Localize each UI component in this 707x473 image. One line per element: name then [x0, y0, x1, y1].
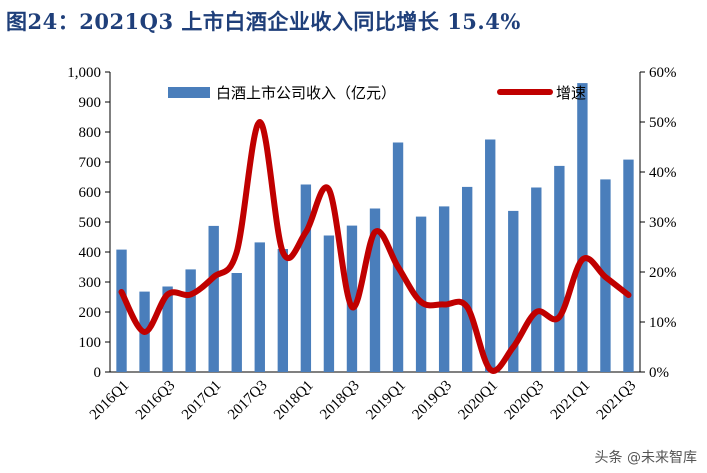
bar-2019Q2: [415, 216, 427, 372]
y-left-tick-label: 200: [79, 305, 102, 321]
bar-2017Q4: [277, 249, 289, 372]
bar-2021Q1: [577, 83, 588, 372]
x-tick-label: 2021Q3: [594, 378, 639, 423]
bar-2016Q3: [162, 286, 173, 372]
y-right-tick-label: 0%: [649, 365, 669, 381]
bar-2019Q3: [438, 206, 450, 372]
y-left-tick-label: 900: [79, 95, 102, 111]
growth-point-2019Q1: [397, 266, 399, 268]
x-tick-label: 2017Q1: [179, 378, 224, 423]
x-tick-label: 2018Q3: [317, 378, 362, 423]
y-left-tick-label: 800: [79, 125, 102, 141]
bar-2020Q1: [485, 139, 496, 372]
growth-point-2018Q3: [351, 306, 353, 308]
growth-point-2019Q3: [443, 304, 445, 305]
growth-point-2016Q4: [190, 294, 192, 295]
x-tick-label: 2019Q3: [409, 378, 454, 423]
legend-label-revenue: 白酒上市公司收入（亿元）: [216, 84, 396, 102]
y-left-tick-label: 500: [79, 215, 102, 231]
growth-point-2018Q2: [328, 189, 330, 190]
line-series: [118, 119, 632, 374]
x-tick-label: 2016Q1: [87, 378, 132, 423]
growth-point-2018Q1: [305, 231, 307, 233]
growth-point-2018Q4: [374, 231, 376, 233]
bar-2019Q4: [461, 186, 473, 372]
growth-point-2020Q1: [489, 369, 491, 370]
legend: 白酒上市公司收入（亿元） 增速: [168, 84, 586, 102]
x-tick-label: 2019Q1: [363, 378, 408, 423]
y-left-tick-label: 0: [94, 365, 102, 381]
bar-2020Q3: [531, 187, 542, 372]
legend-label-growth: 增速: [556, 84, 586, 102]
x-tick-label: 2021Q1: [548, 378, 593, 423]
growth-point-2017Q4: [282, 251, 284, 253]
y-left-tick-label: 300: [79, 275, 102, 291]
growth-point-2017Q2: [236, 251, 238, 253]
bar-2016Q1: [116, 249, 127, 372]
bar-2018Q3: [346, 225, 358, 372]
bar-2019Q1: [392, 142, 404, 372]
bar-2021Q3: [623, 159, 634, 372]
bar-2020Q4: [554, 165, 565, 372]
y-left-tick-label: 700: [79, 155, 102, 171]
bar-2017Q1: [208, 225, 219, 372]
growth-point-2020Q4: [558, 316, 560, 318]
chart-title: 图24：2021Q3 上市白酒企业收入同比增长 15.4%: [6, 9, 521, 34]
watermark: 头条 @未来智库: [594, 450, 697, 466]
growth-point-2021Q2: [604, 276, 606, 278]
growth-point-2021Q3: [627, 294, 629, 296]
growth-point-2017Q1: [213, 276, 215, 278]
y-right-tick-label: 50%: [649, 115, 677, 131]
growth-point-2016Q1: [121, 291, 123, 293]
x-tick-label: 2016Q3: [133, 378, 178, 423]
bar-2020Q2: [508, 210, 519, 372]
x-tick-label: 2020Q1: [456, 378, 501, 423]
growth-point-2020Q2: [512, 346, 514, 348]
y-left-tick-label: 400: [79, 245, 102, 261]
growth-point-2020Q3: [535, 311, 537, 313]
growth-point-2021Q1: [581, 259, 583, 260]
y-left-tick-label: 1,000: [67, 65, 101, 81]
legend-bar-swatch: [168, 87, 210, 98]
y-right-tick-label: 60%: [649, 65, 677, 81]
x-tick-label: 2017Q3: [225, 378, 270, 423]
growth-point-2017Q3: [259, 121, 261, 123]
growth-point-2019Q4: [466, 306, 468, 308]
bar-2017Q3: [254, 242, 265, 372]
bar-2016Q4: [185, 269, 196, 372]
bar-2018Q1: [300, 184, 312, 372]
growth-point-2016Q2: [144, 331, 146, 333]
y-left-tick-label: 600: [79, 185, 102, 201]
y-right-tick-label: 10%: [649, 315, 677, 331]
bar-series: [116, 83, 634, 372]
y-left-tick-label: 100: [79, 335, 102, 351]
growth-point-2019Q2: [420, 301, 422, 303]
bar-2018Q4: [369, 208, 381, 372]
bar-2018Q2: [323, 235, 335, 372]
x-tick-label: 2020Q3: [502, 378, 547, 423]
y-right-tick-label: 30%: [649, 215, 677, 231]
bar-2017Q2: [231, 273, 242, 372]
x-tick-label: 2018Q1: [271, 378, 316, 423]
growth-point-2016Q3: [167, 294, 169, 295]
y-right-tick-label: 20%: [649, 265, 677, 281]
y-right-tick-label: 40%: [649, 165, 677, 181]
